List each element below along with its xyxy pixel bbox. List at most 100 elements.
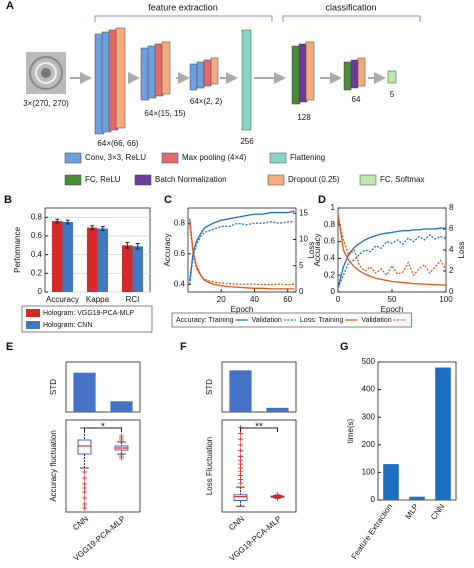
x-tick-label: 50 (388, 295, 397, 304)
bar (132, 246, 143, 292)
x-tick-label: RCI (126, 295, 140, 304)
axes-frame (65, 419, 141, 513)
legend-label: Max pooling (4×4) (182, 153, 247, 162)
layer-label: 3×(270, 270) (23, 99, 69, 108)
x-tick-label: 40 (250, 295, 259, 304)
y-tick-label: 2 (449, 266, 454, 275)
layer-label: 256 (240, 137, 254, 146)
legend-box (171, 312, 412, 328)
y-tick-label: 1 (331, 203, 336, 212)
outlier (119, 433, 124, 439)
y-tick-label: 5 (299, 261, 304, 270)
y-axis-label: Accuracy (163, 234, 172, 267)
legend-swatch (134, 174, 152, 186)
series-line (337, 218, 447, 277)
layer-slab (189, 63, 198, 91)
series-line (189, 221, 295, 285)
y-tick-label: 4 (449, 245, 454, 254)
outlier (238, 448, 243, 454)
box (233, 494, 248, 501)
x-tick-label: 100 (439, 295, 453, 304)
panel-label: D (318, 194, 326, 206)
outlier (238, 436, 243, 442)
error-bar (55, 218, 60, 224)
series-line (337, 227, 446, 288)
legend-label: Hologram: VGG19-PCA-MLP (43, 310, 134, 317)
y-axis-label: Performance (13, 227, 22, 273)
y-axis-label: Accuracy fluctuation (49, 430, 58, 502)
panel-label: F (180, 341, 187, 353)
bar (97, 228, 108, 292)
bar (87, 227, 98, 292)
y-tick-label: 6 (449, 224, 454, 233)
layer-slab (357, 57, 366, 87)
panel-label: A (6, 0, 14, 12)
error-bar (65, 219, 70, 225)
y-axis-label: time(s) (346, 418, 355, 443)
y-tick-label: 0.4 (324, 254, 336, 263)
y-tick-label: 15 (299, 208, 308, 217)
y-tick-label: 0 (299, 287, 304, 296)
significance-label: ** (255, 422, 263, 433)
y-tick-label: 0 (331, 287, 336, 296)
layer-slab (196, 61, 205, 89)
y-axis-label: Accuracy (313, 234, 322, 267)
x-tick-label: Kappa (86, 295, 110, 304)
legend-swatch (64, 152, 82, 164)
y-tick-label: 0.8 (324, 220, 336, 229)
legend-swatch (359, 174, 377, 186)
legend-label: Validation (252, 317, 282, 324)
layer-slab (210, 57, 219, 85)
layer-label: 64×(66, 66) (97, 139, 138, 148)
outlier (275, 496, 280, 502)
series-line (189, 223, 295, 286)
y-axis-label: Loss Fluctuation (205, 437, 214, 495)
legend-swatch (26, 309, 40, 317)
legend-label: Conv, 3×3, ReLU (85, 153, 146, 162)
layer-slab (305, 41, 315, 101)
legend-swatch (26, 321, 40, 329)
panel-label: E (6, 341, 13, 353)
error-bar (90, 225, 95, 230)
bar (229, 370, 252, 412)
x-tick-label: CNN (71, 514, 90, 532)
outlier (82, 495, 87, 501)
bar (122, 245, 133, 292)
axes-frame (221, 361, 297, 413)
legend-swatch (161, 152, 179, 164)
layer-slab (343, 61, 352, 91)
x-axis-label: Epoch (381, 305, 404, 314)
outlier (82, 475, 87, 481)
box (77, 439, 92, 455)
legend-box (21, 305, 153, 333)
error-bar (125, 242, 130, 249)
y-tick-label: 0.4 (174, 279, 186, 288)
y2-axis-label: Loss (457, 242, 466, 259)
x-axis-label: Epoch (231, 305, 254, 314)
layer-slab (387, 70, 397, 84)
x-tick-label: MLP (404, 502, 421, 521)
bar (73, 372, 96, 412)
legend-swatch (64, 174, 82, 186)
x-tick-label: 0 (336, 295, 341, 304)
legend-label: Validation (361, 317, 391, 324)
layer-slab (115, 27, 126, 129)
bar (266, 407, 289, 412)
bar (383, 464, 399, 500)
bar (409, 496, 425, 500)
legend-label: Hologram: CNN (43, 322, 92, 329)
legend-swatch (267, 174, 285, 186)
y-tick-label: 0 (371, 495, 376, 504)
layer-label: 128 (297, 113, 311, 122)
y2-axis-label: Loss (307, 242, 316, 259)
panel-label: C (164, 194, 172, 206)
axes-frame (65, 361, 141, 413)
y-tick-label: 0 (449, 287, 454, 296)
panel-label: G (340, 341, 349, 353)
significance-label: * (101, 422, 105, 433)
y-tick-label: 0.6 (174, 249, 186, 258)
y-tick-label: 500 (362, 357, 376, 366)
y-tick-label: 0.4 (31, 250, 43, 259)
y-tick-label: 0.2 (324, 270, 336, 279)
